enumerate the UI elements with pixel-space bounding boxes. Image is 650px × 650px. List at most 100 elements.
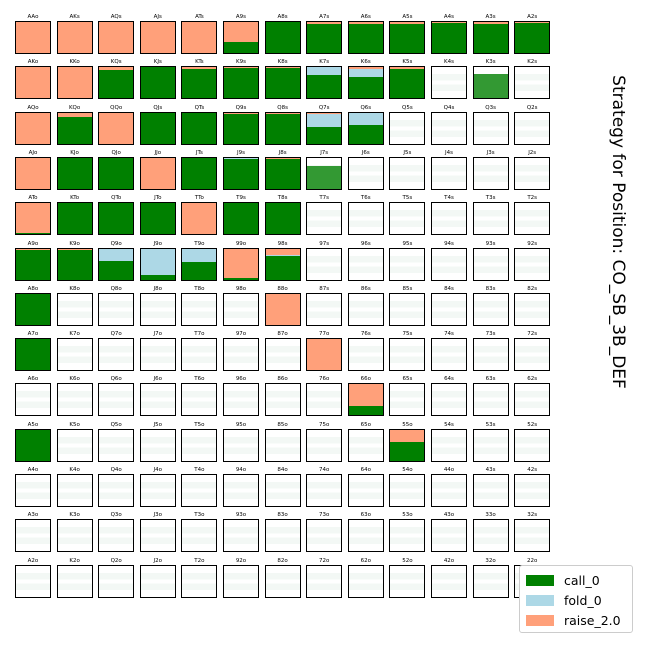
- hand-label: Q7o: [110, 331, 122, 338]
- hand-cell: [306, 66, 343, 100]
- strategy-bar-raise-2-0: [390, 22, 425, 24]
- cell-background: [307, 248, 342, 280]
- hand-cell: [431, 474, 467, 507]
- hand-label: 43s: [485, 467, 496, 473]
- hand-cell: [514, 66, 551, 100]
- strategy-bar-raise-2-0: [57, 248, 92, 250]
- hand-cell: [389, 292, 426, 326]
- cell-background: [57, 339, 92, 371]
- hand-label: 63s: [485, 376, 496, 383]
- strategy-bar-fold-0: [307, 114, 342, 127]
- hand-cell: [306, 292, 343, 326]
- hand-cell: [472, 202, 509, 236]
- cell-background: [57, 429, 92, 461]
- strategy-bar-fold-0: [348, 68, 383, 77]
- hand-cell: [56, 202, 93, 236]
- hand-cell: [306, 202, 343, 236]
- hand-label: 86s: [360, 285, 371, 292]
- hand-label: 76s: [360, 331, 371, 338]
- hand-cell: [15, 292, 51, 326]
- hand-cell: [181, 247, 218, 281]
- hand-cell: [139, 202, 176, 236]
- hand-cell: [472, 519, 509, 553]
- hand-label: A6o: [27, 376, 39, 383]
- hand-cell: [472, 156, 509, 190]
- hand-cell: [264, 202, 301, 236]
- hand-cell: [514, 21, 551, 54]
- hand-label: KJo: [70, 149, 79, 156]
- strategy-bar-call-0: [224, 277, 258, 280]
- cell-background: [473, 157, 508, 189]
- hand-label: J2o: [153, 557, 163, 564]
- cell-background: [224, 339, 258, 371]
- hand-cell: [514, 292, 551, 326]
- hand-label: AJs: [153, 14, 162, 20]
- hand-label: 55o: [402, 421, 413, 428]
- hand-label: AQs: [110, 14, 122, 20]
- hand-cell: [389, 338, 426, 372]
- hand-cell: [431, 292, 467, 326]
- hand-cell: [223, 474, 259, 507]
- hand-cell: [514, 383, 551, 417]
- hand-cell: [389, 66, 426, 100]
- strategy-bar-call-0: [224, 68, 258, 99]
- hand-label: Q3s: [485, 104, 496, 111]
- strategy-bar-raise-2-0: [473, 22, 508, 25]
- hand-cell: [15, 156, 51, 190]
- strategy-bar-call-0: [99, 157, 134, 189]
- cell-background: [390, 475, 425, 506]
- strategy-bar-call-0: [57, 157, 92, 189]
- hand-label: 64s: [444, 376, 454, 383]
- strategy-bar-call-0: [16, 429, 50, 461]
- hand-cell: [347, 474, 384, 507]
- hand-label: 53s: [485, 421, 496, 428]
- strategy-bar-raise-2-0: [57, 22, 92, 53]
- strategy-bar-raise-2-0: [265, 293, 300, 325]
- cell-background: [348, 293, 383, 325]
- hand-cell: [431, 202, 467, 236]
- strategy-bar-call-0: [16, 293, 50, 325]
- strategy-bar-raise-2-0: [307, 112, 342, 115]
- hand-label: A7o: [27, 331, 39, 338]
- hand-label: Q5o: [110, 421, 122, 428]
- legend-swatch-call: [526, 574, 554, 586]
- cell-background: [432, 475, 466, 506]
- strategy-bar-call-0: [390, 442, 425, 461]
- strategy-bar-call-0: [348, 76, 383, 99]
- hand-cell: [514, 338, 551, 372]
- hand-label: QJs: [153, 104, 163, 111]
- cell-background: [390, 339, 425, 371]
- hand-cell: [347, 21, 384, 54]
- hand-cell: [389, 474, 426, 507]
- hand-label: ATo: [28, 195, 38, 202]
- hand-cell: [139, 383, 176, 417]
- hand-label: A7s: [319, 14, 330, 20]
- hand-label: J7o: [153, 331, 163, 338]
- hand-cell: [431, 383, 467, 417]
- hand-cell: [181, 338, 218, 372]
- hand-label: Q9o: [110, 240, 122, 247]
- hand-cell: [56, 111, 93, 145]
- hand-label: T6o: [194, 376, 205, 383]
- hand-label: K7o: [69, 331, 80, 338]
- hand-label: A2o: [27, 557, 39, 564]
- strategy-bar-raise-2-0: [224, 22, 258, 43]
- strategy-bar-raise-2-0: [57, 67, 92, 99]
- hand-cell: [514, 519, 551, 553]
- cell-background: [57, 384, 92, 416]
- hand-label: 97s: [319, 240, 330, 247]
- hand-cell: [139, 156, 176, 190]
- cell-background: [390, 520, 425, 552]
- hand-cell: [306, 21, 343, 54]
- hand-label: J4o: [153, 467, 163, 473]
- cell-background: [140, 429, 175, 461]
- hand-cell: [15, 519, 51, 553]
- hand-label: AKo: [27, 59, 39, 66]
- strategy-bar-call-0: [432, 22, 466, 53]
- hand-cell: [139, 21, 176, 54]
- cell-background: [99, 520, 134, 552]
- hand-label: A2s: [527, 14, 538, 20]
- hand-label: 99o: [235, 240, 247, 247]
- hand-label: 92s: [527, 240, 538, 247]
- hand-cell: [389, 519, 426, 553]
